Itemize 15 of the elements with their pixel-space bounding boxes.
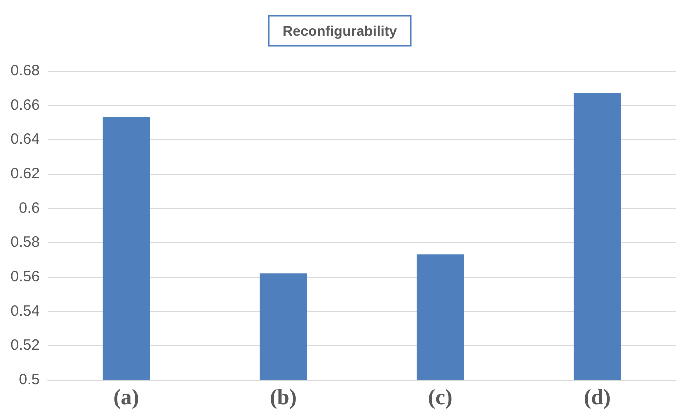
y-tick-label: 0.66 [10,96,40,114]
chart-title: Reconfigurability [282,23,398,39]
y-tick-label: 0.68 [10,62,40,80]
x-tick-label: (c) [428,384,453,410]
y-tick-label: 0.52 [10,337,40,354]
x-tick-label: (d) [584,384,611,410]
y-tick-label: 0.56 [10,268,40,286]
y-tick-label: 0.54 [10,302,40,320]
y-tick-label: 0.58 [10,234,40,252]
y-tick-label: 0.62 [10,166,40,182]
y-tick-label: 0.5 [19,372,40,388]
y-tick-label: 0.6 [19,200,40,217]
y-tick-label: 0.64 [10,131,40,148]
x-tick-label: (a) [114,384,140,410]
x-tick-label: (b) [270,384,297,410]
